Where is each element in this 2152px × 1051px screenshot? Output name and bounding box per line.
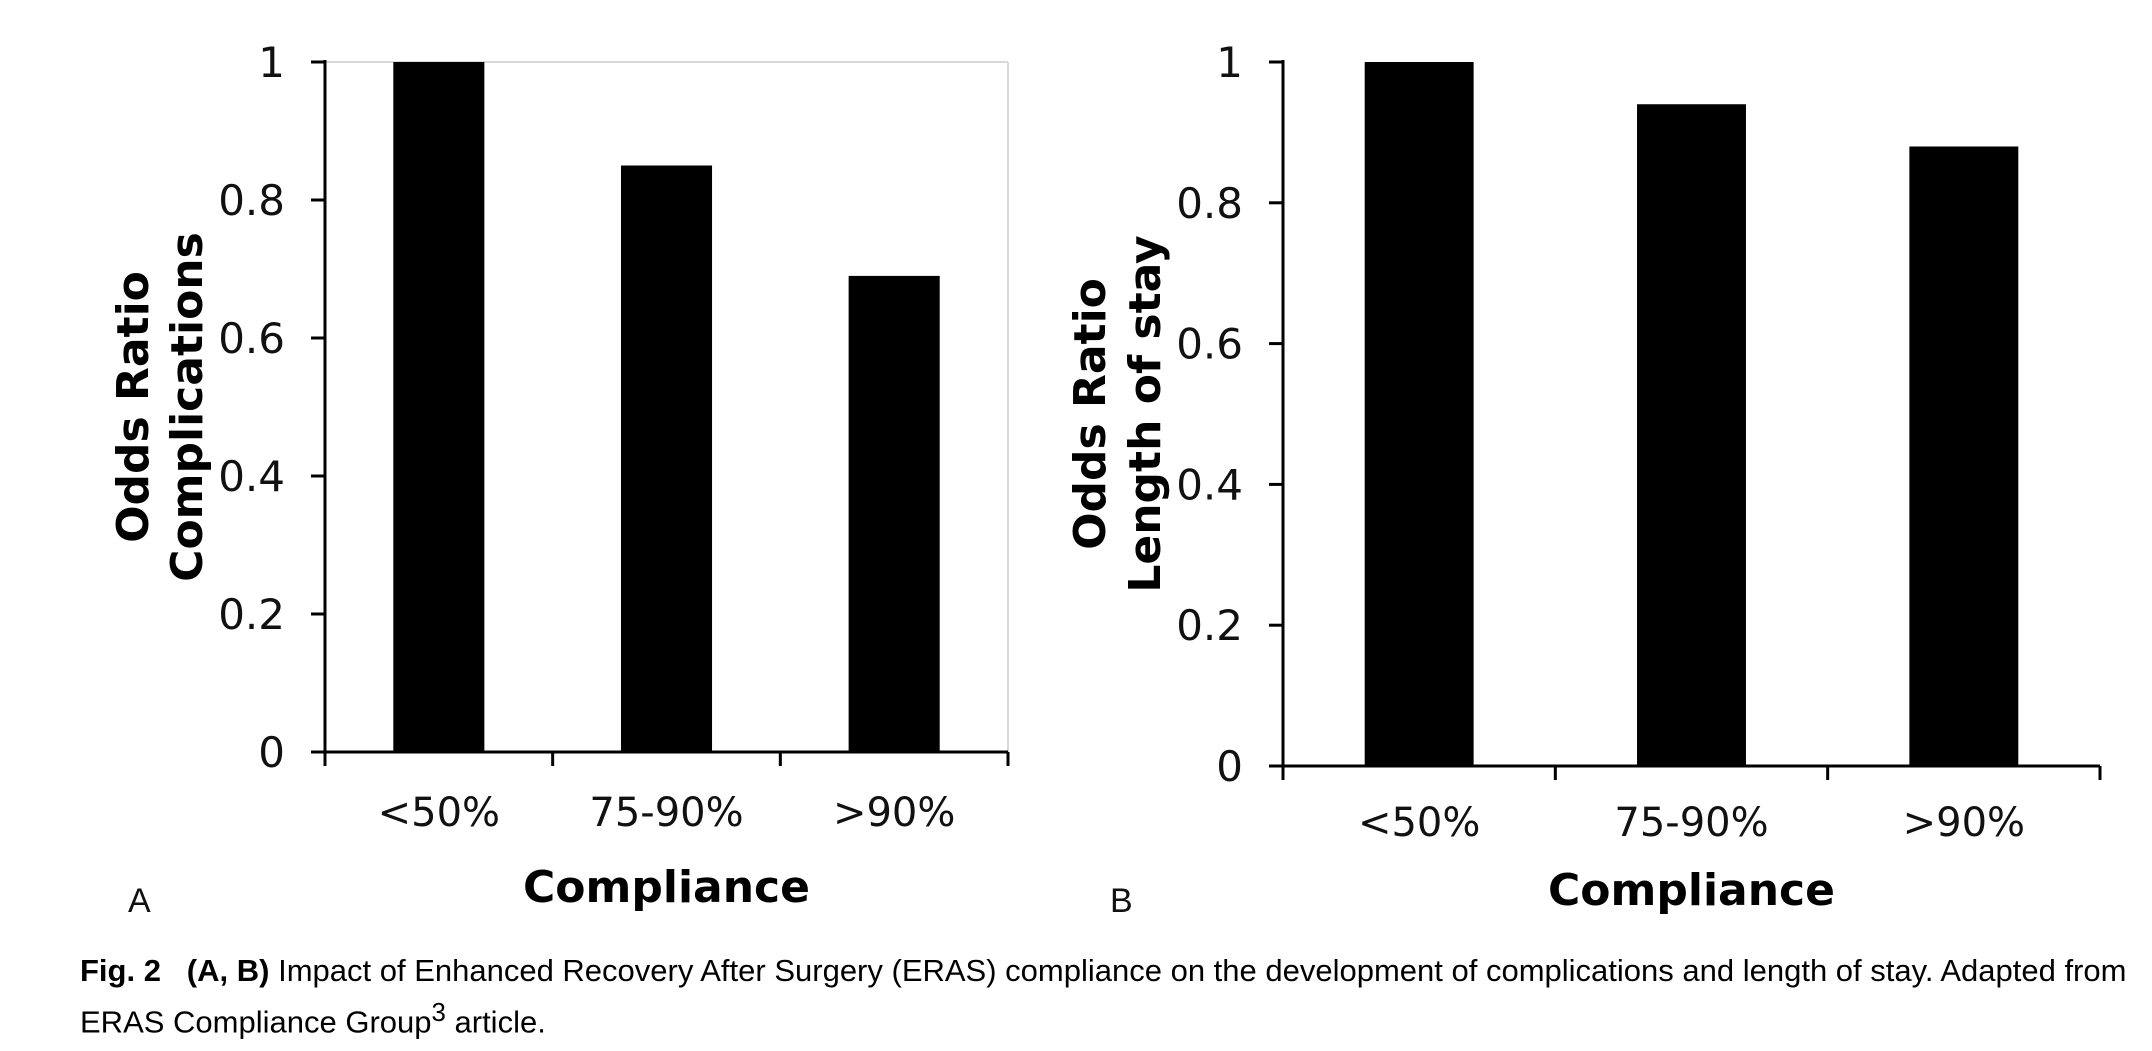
chart-a-category-label-0: <50% [378,790,500,836]
chart-a-y-tick-label-5: 1 [258,38,285,87]
chart-a-y-axis-title-line1: Odds Ratio [108,271,159,543]
chart-a-y-tick-label-0: 0 [258,728,285,777]
caption-text: Impact of Enhanced Recovery After Surger… [80,953,2127,1040]
chart-b-category-label-0: <50% [1358,800,1480,846]
figure: 0 0.2 0.4 0.6 0.8 1 <50% 75-90% >90% Compliance Od… [108,38,2102,920]
chart-a-x-axis-title: Compliance [523,862,810,913]
chart-a-y-tick-label-4: 0.8 [218,176,285,225]
caption-text-end: article. [454,1004,546,1040]
chart-a-y-tick-label-3: 0.6 [218,314,285,363]
chart-a-y-tick-label-1: 0.2 [218,590,285,639]
caption-panel-refs: (A, B) [186,953,270,988]
chart-b-x-axis-title: Compliance [1548,865,1835,916]
chart-a-bar-1 [620,165,713,752]
chart-b-category-label-1: 75-90% [1614,800,1768,846]
figure-caption: Fig. 2 (A, B) Impact of Enhanced Recover… [80,950,2140,1043]
chart-b-y-tick-label-2: 0.4 [1176,460,1243,509]
chart-a-bar-0 [393,62,485,752]
chart-b-y-tick-label-0: 0 [1216,742,1243,791]
chart-b-category-label-2: >90% [1903,800,2025,846]
chart-b-bar-0 [1364,62,1474,766]
caption-fig-label: Fig. 2 [80,953,161,988]
chart-b-y-tick-label-5: 1 [1216,38,1243,87]
chart-b-y-tick-label-4: 0.8 [1176,179,1243,228]
chart-a-panel-label: A [128,882,151,920]
chart-a-bar-2 [848,275,940,752]
chart-b-y-tick-label-1: 0.2 [1176,601,1243,650]
chart-b-y-axis-title-line1: Odds Ratio [1065,278,1116,550]
chart-b-bar-1 [1637,104,1746,767]
chart-b-panel-label: B [1110,882,1133,920]
chart-a-category-label-1: 75-90% [589,790,743,836]
chart-a-y-tick-label-2: 0.4 [218,452,285,501]
chart-b-y-axis-title-line2: Length of stay [1120,235,1171,592]
chart-a-category-label-2: >90% [833,790,955,836]
chart-b-y-tick-label-3: 0.6 [1176,320,1243,369]
caption-superscript: 3 [431,999,446,1027]
chart-b-bar-2 [1909,146,2019,767]
chart-a-y-axis-title-line2: Complications [162,232,213,582]
